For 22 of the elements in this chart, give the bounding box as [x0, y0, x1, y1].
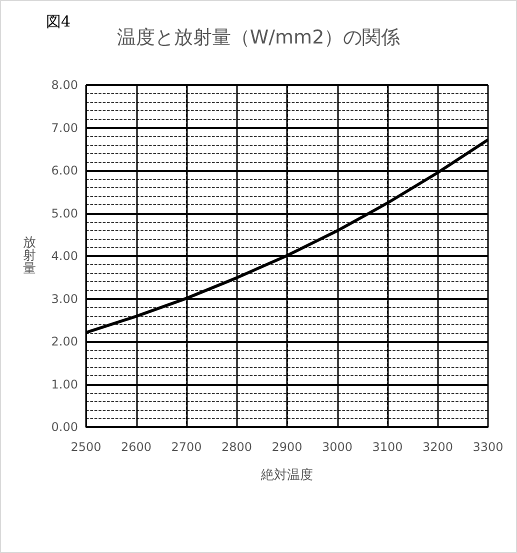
x-tick-label: 2900: [272, 440, 302, 454]
x-axis-title: 絶対温度: [260, 467, 313, 483]
y-tick-label: 4.00: [51, 249, 78, 263]
chart-subtitle: 図4: [46, 12, 71, 30]
y-tick-label: 3.00: [51, 292, 78, 306]
y-tick-label: 8.00: [51, 78, 78, 92]
x-tick-label: 3000: [322, 440, 353, 454]
x-tick-label: 2700: [171, 440, 202, 454]
y-tick-label: 2.00: [51, 334, 78, 348]
x-tick-label: 3300: [472, 440, 504, 454]
y-tick-label: 6.00: [51, 164, 78, 178]
x-tick-label: 3100: [372, 440, 403, 454]
y-tick-label: 7.00: [51, 120, 78, 135]
chart-title: 温度と放射量（W/mm2）の関係: [116, 26, 400, 48]
y-tick-label: 0.00: [51, 420, 78, 434]
y-tick-label: 5.00: [51, 206, 78, 220]
x-tick-label: 2600: [120, 440, 152, 454]
x-tick-label: 3200: [422, 440, 454, 454]
y-axis-title: 放射量: [23, 236, 36, 276]
y-tick-label: 1.00: [51, 377, 78, 392]
x-tick-label: 2800: [221, 440, 252, 454]
x-tick-label: 2500: [70, 440, 102, 454]
